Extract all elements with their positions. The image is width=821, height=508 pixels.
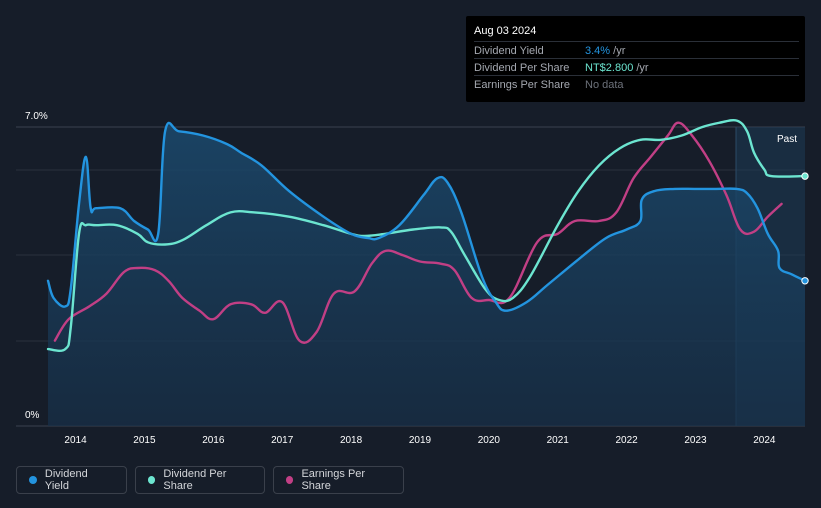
dividend-per-share-end-marker xyxy=(801,172,809,180)
x-tick-label: 2023 xyxy=(684,435,707,446)
x-tick-label: 2021 xyxy=(547,435,570,446)
x-tick-label: 2019 xyxy=(409,435,432,446)
legend-dot-dividend-per-share xyxy=(148,476,156,484)
tooltip-value: No data xyxy=(585,79,624,91)
y-bottom-label: 0% xyxy=(25,410,40,421)
tooltip-value: NT$2.800 /yr xyxy=(585,62,649,74)
tooltip-value: 3.4% /yr xyxy=(585,45,625,57)
tooltip-value-unit: /yr xyxy=(633,62,649,74)
legend-dividend-per-share[interactable]: Dividend Per Share xyxy=(135,466,265,494)
tooltip-date: Aug 03 2024 xyxy=(474,25,537,37)
x-tick-label: 2018 xyxy=(340,435,363,446)
legend-label: Dividend Per Share xyxy=(163,468,227,492)
x-tick-label: 2016 xyxy=(202,435,225,446)
x-tick-label: 2024 xyxy=(753,435,776,446)
series-layer xyxy=(46,118,809,426)
tooltip-panel: Aug 03 2024 Dividend Yield 3.4% /yr Divi… xyxy=(466,16,805,102)
x-tick-label: 2017 xyxy=(271,435,294,446)
legend-label: Dividend Yield xyxy=(44,468,88,492)
tooltip-value-number: 3.4% xyxy=(585,45,611,57)
x-tick-label: 2022 xyxy=(615,435,638,446)
dividend-yield-end-marker xyxy=(801,277,809,285)
y-top-label: 7.0% xyxy=(25,111,48,122)
x-tick-label: 2020 xyxy=(478,435,501,446)
dividend-yield-area xyxy=(48,122,805,426)
legend-dot-earnings-per-share xyxy=(286,476,294,484)
tooltip-value-unit: /yr xyxy=(610,45,626,57)
tooltip-row-dividend-yield: Dividend Yield 3.4% /yr xyxy=(474,41,799,59)
tooltip-value-number: No data xyxy=(585,79,624,91)
dividend-per-share-line xyxy=(46,118,807,353)
tooltip-label: Earnings Per Share xyxy=(474,79,570,91)
tooltip-label: Dividend Yield xyxy=(474,45,544,57)
earnings-per-share-line xyxy=(53,121,783,344)
tooltip-row-earnings-per-share: Earnings Per Share No data xyxy=(474,75,799,93)
legend-dividend-yield[interactable]: Dividend Yield xyxy=(16,466,127,494)
dividend-yield-line xyxy=(46,121,807,312)
past-label: Past xyxy=(777,134,797,145)
x-tick-label: 2015 xyxy=(133,435,156,446)
legend-dot-dividend-yield xyxy=(29,476,37,484)
tooltip-label: Dividend Per Share xyxy=(474,62,570,74)
legend-earnings-per-share[interactable]: Earnings Per Share xyxy=(273,466,404,494)
tooltip-value-number: NT$2.800 xyxy=(585,62,634,74)
legend-label: Earnings Per Share xyxy=(301,468,366,492)
x-tick-label: 2014 xyxy=(64,435,87,446)
x-axis-ticks: 2014 2015 2016 2017 2018 2019 2020 2021 2022 2023… xyxy=(64,435,775,446)
tooltip-row-dividend-per-share: Dividend Per Share NT$2.800 /yr xyxy=(474,58,799,76)
